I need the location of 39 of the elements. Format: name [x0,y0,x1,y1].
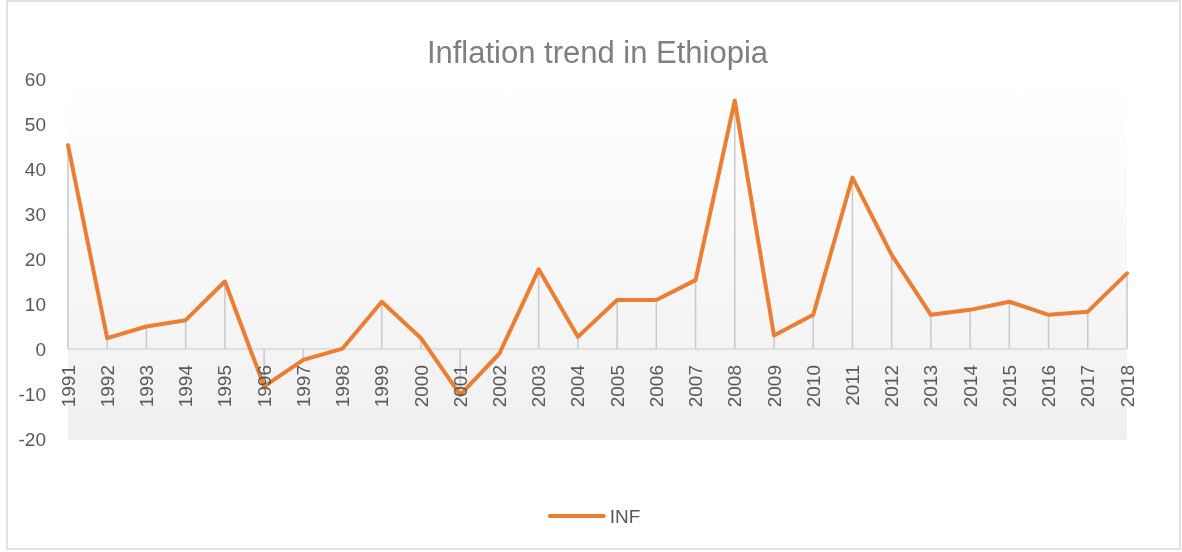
x-tick-label: 2018 [1116,365,1138,408]
x-tick-label: 2012 [881,365,903,408]
x-tick-label: 1995 [214,365,236,408]
y-tick-label: 50 [24,113,46,135]
y-tick-label: 10 [24,293,46,315]
x-tick-label: 2009 [763,365,785,408]
y-tick-label: 30 [24,203,46,225]
x-tick-label: 1993 [135,365,157,408]
x-tick-label: 2008 [724,365,746,408]
x-tick-label: 2004 [567,364,589,408]
x-tick-label: 1997 [292,365,314,408]
x-tick-label: 2010 [802,365,824,408]
x-tick-label: 2007 [685,365,707,408]
y-tick-label: 60 [24,68,46,90]
x-tick-label: 1998 [332,365,354,408]
x-tick-label: 2000 [410,365,432,408]
y-tick-label: 20 [24,248,46,270]
x-tick-label: 1996 [253,365,275,408]
y-tick-label: -10 [18,383,46,405]
x-tick-label: 2005 [606,365,628,408]
x-tick-label: 1991 [57,365,79,408]
x-tick-label: 2014 [959,364,981,408]
x-tick-label: 1992 [96,365,118,408]
y-tick-label: -20 [18,428,46,450]
x-tick-label: 2002 [488,365,510,408]
x-tick-label: 2001 [449,365,471,408]
legend-label: INF [609,505,641,527]
chart-title: Inflation trend in Ethiopia [426,34,769,70]
x-tick-label: 1994 [175,364,197,408]
x-tick-label: 2003 [528,365,550,408]
x-tick-label: 2016 [1038,365,1060,408]
x-tick-label: 2013 [920,365,942,408]
x-tick-label: 2015 [998,365,1020,408]
y-tick-label: 0 [35,338,46,360]
x-tick-label: 2011 [841,365,863,406]
x-tick-label: 2006 [645,365,667,408]
y-tick-label: 40 [24,158,46,180]
x-tick-label: 2017 [1077,365,1099,408]
x-tick-label: 1999 [371,365,393,408]
